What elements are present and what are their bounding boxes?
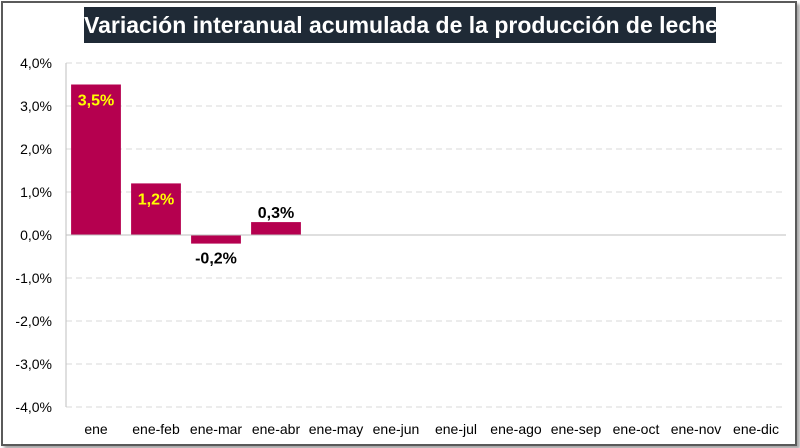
y-tick-label: -4,0% [15,399,52,415]
x-tick-label: ene [84,421,108,437]
x-tick-label: ene-ago [490,421,542,437]
bar-data-label: 3,5% [78,93,114,110]
y-tick-label: 0,0% [20,227,52,243]
x-tick-label: ene-jun [373,421,420,437]
y-tick-label: -3,0% [15,356,52,372]
x-tick-label: ene-jul [435,421,477,437]
bar [251,222,301,235]
y-tick-label: 2,0% [20,141,52,157]
y-tick-label: -2,0% [15,313,52,329]
x-tick-label: ene-dic [733,421,779,437]
bar [191,235,241,244]
bar-data-label: 1,2% [138,191,174,208]
y-tick-label: 3,0% [20,98,52,114]
bar-data-label: -0,2% [195,251,237,268]
bar [131,183,181,235]
x-tick-label: ene-nov [671,421,722,437]
x-tick-label: ene-mar [190,421,242,437]
bar [71,84,121,235]
y-tick-label: 4,0% [20,55,52,71]
chart-title: Variación interanual acumulada de la pro… [84,7,718,43]
x-tick-label: ene-sep [551,421,602,437]
x-tick-label: ene-may [309,421,363,437]
y-tick-label: 1,0% [20,184,52,200]
x-tick-label: ene-abr [252,421,301,437]
x-tick-label: ene-feb [132,421,180,437]
x-tick-label: ene-oct [613,421,660,437]
bar-data-label: 0,3% [258,205,294,222]
y-tick-label: -1,0% [15,270,52,286]
